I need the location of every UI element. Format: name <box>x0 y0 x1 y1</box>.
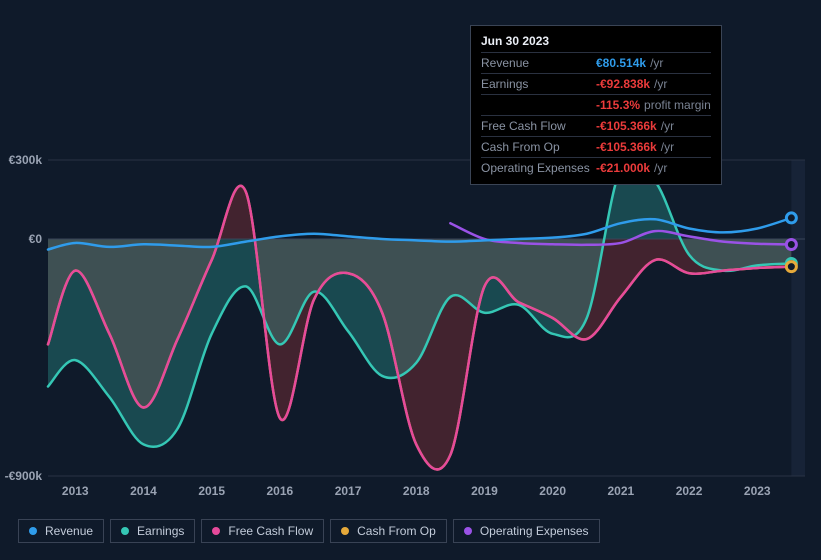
chart-series-marker-cashop[interactable] <box>786 262 796 272</box>
chart-series-marker-opex[interactable] <box>786 240 796 250</box>
chart-x-tick-label: 2023 <box>744 484 771 498</box>
legend-item-fcf[interactable]: Free Cash Flow <box>201 519 324 543</box>
chart-series-marker-revenue[interactable] <box>786 213 796 223</box>
chart-x-tick-label: 2017 <box>335 484 362 498</box>
legend-item-label: Cash From Op <box>357 524 436 538</box>
legend-item-earnings[interactable]: Earnings <box>110 519 195 543</box>
chart-x-tick-label: 2022 <box>676 484 703 498</box>
chart-x-tick-label: 2016 <box>267 484 294 498</box>
chart-x-tick-label: 2019 <box>471 484 498 498</box>
legend-item-label: Free Cash Flow <box>228 524 313 538</box>
tooltip-row: Revenue€80.514k/yr <box>481 52 711 73</box>
legend-dot-icon <box>29 527 37 535</box>
tooltip-row-unit: /yr <box>654 161 667 175</box>
tooltip-row-unit: /yr <box>650 56 663 70</box>
tooltip-row: Earnings-€92.838k/yr <box>481 73 711 94</box>
chart-y-tick-label: €0 <box>29 232 42 246</box>
tooltip-row-value: -€21.000k <box>596 161 650 175</box>
legend-dot-icon <box>212 527 220 535</box>
tooltip-row: Cash From Op-€105.366k/yr <box>481 136 711 157</box>
tooltip-row: Operating Expenses-€21.000k/yr <box>481 157 711 178</box>
legend-item-label: Revenue <box>45 524 93 538</box>
tooltip-row-label: Revenue <box>481 56 596 70</box>
chart-container: Jun 30 2023 Revenue€80.514k/yrEarnings-€… <box>0 0 821 560</box>
chart-x-tick-label: 2018 <box>403 484 430 498</box>
legend-dot-icon <box>464 527 472 535</box>
chart-plot-area[interactable]: €300k€0-€900k201320142015201620172018201… <box>48 160 805 476</box>
hover-tooltip: Jun 30 2023 Revenue€80.514k/yrEarnings-€… <box>470 25 722 185</box>
legend-item-label: Earnings <box>137 524 184 538</box>
chart-hover-band <box>791 160 805 476</box>
tooltip-row-value: -€105.366k <box>596 140 657 154</box>
tooltip-date: Jun 30 2023 <box>481 32 711 52</box>
tooltip-row-value: -€92.838k <box>596 77 650 91</box>
legend-dot-icon <box>121 527 129 535</box>
chart-x-tick-label: 2021 <box>608 484 635 498</box>
tooltip-row-unit: profit margin <box>644 98 711 112</box>
tooltip-row-unit: /yr <box>661 119 674 133</box>
tooltip-row-label: Earnings <box>481 77 596 91</box>
legend-item-cashop[interactable]: Cash From Op <box>330 519 447 543</box>
legend-item-opex[interactable]: Operating Expenses <box>453 519 600 543</box>
tooltip-row: Free Cash Flow-€105.366k/yr <box>481 115 711 136</box>
chart-y-tick-label: -€900k <box>5 469 42 483</box>
chart-y-tick-label: €300k <box>9 153 42 167</box>
chart-legend: Revenue Earnings Free Cash Flow Cash From O… <box>18 519 600 543</box>
legend-item-label: Operating Expenses <box>480 524 589 538</box>
tooltip-row-label: Cash From Op <box>481 140 596 154</box>
tooltip-row-label: Operating Expenses <box>481 161 596 175</box>
chart-x-tick-label: 2014 <box>130 484 157 498</box>
chart-x-tick-label: 2013 <box>62 484 89 498</box>
tooltip-row-unit: /yr <box>654 77 667 91</box>
chart-x-tick-label: 2020 <box>539 484 566 498</box>
legend-item-revenue[interactable]: Revenue <box>18 519 104 543</box>
chart-x-tick-label: 2015 <box>198 484 225 498</box>
tooltip-row-value: -115.3% <box>596 98 640 112</box>
tooltip-row-label: Free Cash Flow <box>481 119 596 133</box>
tooltip-row-unit: /yr <box>661 140 674 154</box>
tooltip-row-value: €80.514k <box>596 56 646 70</box>
legend-dot-icon <box>341 527 349 535</box>
tooltip-row: -115.3% profit margin <box>481 94 711 115</box>
chart-svg <box>48 160 805 476</box>
tooltip-row-value: -€105.366k <box>596 119 657 133</box>
